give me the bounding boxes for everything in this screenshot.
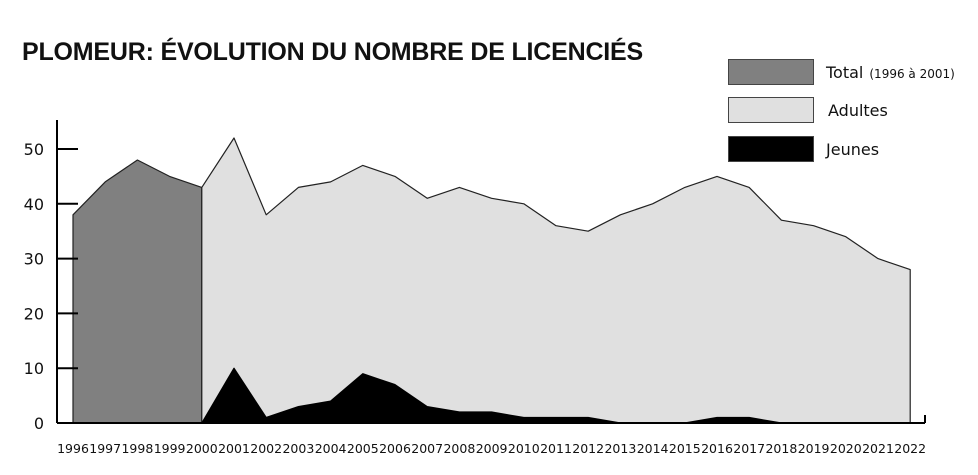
y-tick-label-40: 40 [24,195,44,214]
x-tick-label-2007: 2007 [411,441,443,456]
y-axis-ticks: 0 10 20 30 40 50 [24,140,78,433]
x-tick-label-2000: 2000 [186,441,218,456]
y-tick-label-50: 50 [24,140,44,159]
x-tick-label-2005: 2005 [347,441,379,456]
x-tick-label-2002: 2002 [250,441,282,456]
x-tick-label-2010: 2010 [508,441,540,456]
y-tick-label-0: 0 [34,414,44,433]
legend-label-jeunes: Jeunes [826,140,880,159]
x-tick-label-2018: 2018 [765,441,797,456]
x-axis-ticks: 1996 1997 1998 1999 2000 2001 2002 2003 2004 2005… [57,441,926,456]
x-tick-label-1997: 1997 [89,441,121,456]
x-tick-label-2008: 2008 [443,441,475,456]
legend-swatch-total [728,59,814,85]
x-tick-label-2022: 2022 [894,441,926,456]
y-tick-label-20: 20 [24,304,44,323]
legend-label-total: Total [826,63,864,82]
area-series-total [72,159,203,424]
x-tick-label-2019: 2019 [798,441,830,456]
area-series-adultes [201,137,911,424]
legend-swatch-jeunes [728,136,814,162]
y-tick-label-10: 10 [24,359,44,378]
x-tick-label-2012: 2012 [572,441,604,456]
x-tick-label-2021: 2021 [862,441,894,456]
x-tick-label-2013: 2013 [604,441,636,456]
legend-label-adultes: Adultes [828,101,888,120]
chart-axes [56,120,926,424]
x-tick-label-2016: 2016 [701,441,733,456]
x-tick-label-2004: 2004 [315,441,347,456]
x-tick-label-2017: 2017 [733,441,765,456]
x-tick-label-2003: 2003 [282,441,314,456]
x-tick-label-1999: 1999 [154,441,186,456]
legend-note-total: (1996 à 2001) [869,67,955,81]
x-tick-label-2009: 2009 [476,441,508,456]
x-tick-label-2020: 2020 [830,441,862,456]
y-tick-label-30: 30 [24,250,44,269]
x-tick-label-2014: 2014 [637,441,669,456]
x-tick-label-2001: 2001 [218,441,250,456]
x-tick-label-1998: 1998 [121,441,153,456]
chart-title: PLOMEUR: ÉVOLUTION DU NOMBRE DE LICENCIÉ… [22,38,643,66]
x-tick-label-2011: 2011 [540,441,572,456]
x-tick-label-2006: 2006 [379,441,411,456]
x-tick-label-2015: 2015 [669,441,701,456]
x-tick-label-1996: 1996 [57,441,89,456]
chart-areas [72,137,911,424]
legend-swatch-adultes [728,97,814,123]
